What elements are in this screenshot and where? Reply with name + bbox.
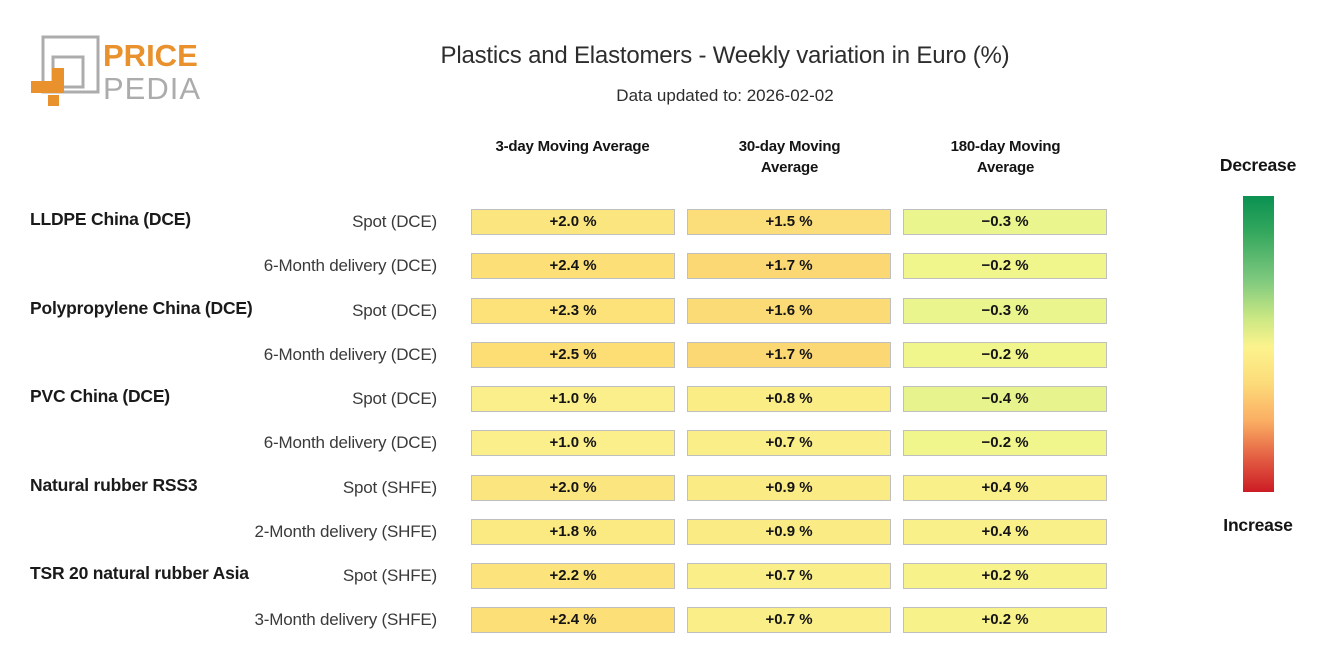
column-header: 180-day Moving Average — [950, 138, 1061, 176]
row-label: Spot (SHFE) — [342, 477, 437, 497]
row-group-label: PVC China (DCE) — [30, 386, 170, 407]
value-cell: +0.9 % — [687, 474, 891, 501]
value-cell: +1.8 % — [471, 518, 675, 545]
logo-text-pedia: PEDIA — [103, 71, 201, 106]
value-cell: +0.4 % — [903, 474, 1107, 501]
row-label: Spot (SHFE) — [342, 566, 437, 586]
value-cell: +2.0 % — [471, 474, 675, 501]
value-cell: −0.2 % — [903, 341, 1107, 368]
row-label: Spot (DCE) — [352, 389, 437, 409]
value-cell: +0.4 % — [903, 518, 1107, 545]
value-cell: +2.0 % — [471, 209, 675, 235]
value-cell: +2.3 % — [471, 297, 675, 324]
value-cell: +0.8 % — [687, 386, 891, 413]
value-cell: +2.2 % — [471, 563, 675, 590]
value-cell: +1.7 % — [687, 253, 891, 280]
chart-subtitle: Data updated to: 2026-02-02 — [616, 86, 834, 105]
legend-increase-label: Increase — [1223, 515, 1293, 535]
row-label: 6-Month delivery (DCE) — [263, 433, 437, 453]
value-cell: +0.7 % — [687, 563, 891, 590]
value-cell: −0.2 % — [903, 253, 1107, 280]
row-label: 6-Month delivery (DCE) — [263, 256, 437, 276]
row-label: Spot (DCE) — [352, 300, 437, 320]
row-group-label: Polypropylene China (DCE) — [30, 297, 253, 318]
row-group-label: LLDPE China (DCE) — [30, 209, 191, 229]
value-cell: +2.4 % — [471, 607, 675, 634]
value-cell: −0.4 % — [903, 386, 1107, 413]
logo-arrow-vertical-bar — [52, 68, 64, 93]
value-cell: +2.5 % — [471, 341, 675, 368]
legend-gradient-bar — [1243, 196, 1274, 492]
row-label: 2-Month delivery (SHFE) — [254, 521, 438, 541]
value-cell: +0.7 % — [687, 430, 891, 457]
row-group-label: Natural rubber RSS3 — [30, 474, 198, 495]
row-label: Spot (DCE) — [352, 212, 437, 231]
logo-outer-square — [41, 35, 100, 94]
logo-arrow-tip-square — [48, 95, 59, 106]
logo-text-price: PRICE — [103, 38, 198, 73]
value-cell: −0.2 % — [903, 430, 1107, 457]
value-cell: +1.6 % — [687, 297, 891, 324]
column-header: 30-day Moving Average — [738, 138, 841, 176]
pricepedia-logo-icon: PRICE PEDIA — [31, 35, 201, 106]
row-label: 3-Month delivery (SHFE) — [254, 610, 438, 630]
row-group-label: TSR 20 natural rubber Asia — [30, 563, 249, 584]
chart-title: Plastics and Elastomers - Weekly variati… — [440, 42, 1010, 69]
value-cell: +0.2 % — [903, 563, 1107, 590]
value-cell: +1.0 % — [471, 386, 675, 413]
value-cell: +1.7 % — [687, 341, 891, 368]
value-cell: +0.9 % — [687, 518, 891, 545]
value-cell: +0.7 % — [687, 607, 891, 634]
value-cell: +0.2 % — [903, 607, 1107, 634]
column-header: 3-day Moving Average — [495, 138, 650, 155]
value-cell: +1.0 % — [471, 430, 675, 457]
value-cell: −0.3 % — [903, 297, 1107, 324]
value-cell: +2.4 % — [471, 253, 675, 280]
row-label: 6-Month delivery (DCE) — [263, 344, 437, 364]
legend-decrease-label: Decrease — [1219, 155, 1297, 175]
value-cell: +1.5 % — [687, 209, 891, 235]
pricepedia-logo: PRICE PEDIA — [28, 24, 278, 129]
value-cell: −0.3 % — [903, 209, 1107, 235]
